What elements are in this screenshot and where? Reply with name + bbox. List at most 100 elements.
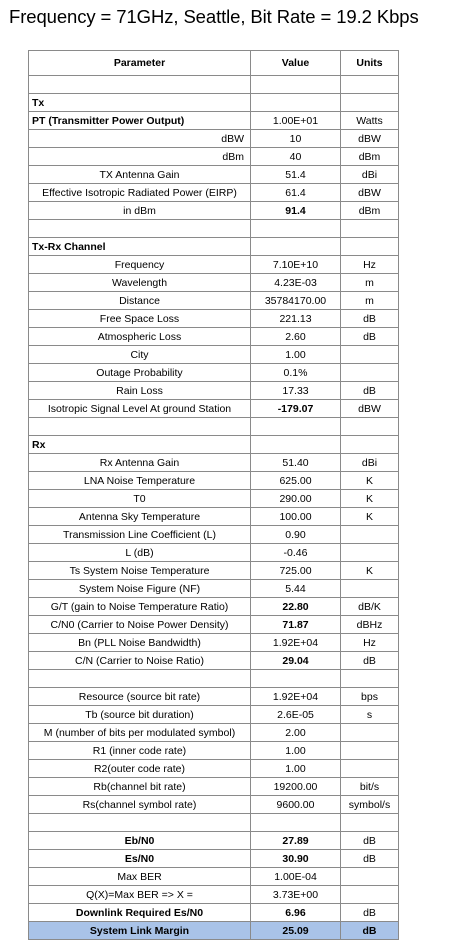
rx-row: Bn (PLL Noise Bandwidth) 1.92E+04 Hz (28, 633, 399, 652)
parameter-cell: Frequency (28, 255, 251, 274)
parameter-cell: Distance (28, 291, 251, 310)
units-cell (340, 525, 399, 544)
value-cell: 19200.00 (250, 777, 341, 796)
value-cell: 5.44 (250, 579, 341, 598)
tx-row: dBm 40 dBm (28, 147, 399, 166)
summary-row: Eb/N0 27.89 dB (28, 831, 399, 850)
parameter-cell: M (number of bits per modulated symbol) (28, 723, 251, 742)
summary-row: Es/N0 30.90 dB (28, 849, 399, 868)
value-cell: 1.00E-04 (250, 867, 341, 886)
value-cell: 2.6E-05 (250, 705, 341, 724)
parameter-cell: PT (Transmitter Power Output) (28, 111, 251, 130)
parameter-cell: Wavelength (28, 273, 251, 292)
parameter-cell: Free Space Loss (28, 309, 251, 328)
units-cell: K (340, 489, 399, 508)
units-cell: dBi (340, 165, 399, 184)
value-cell: 1.00E+01 (250, 111, 341, 130)
value-cell: 1.00 (250, 741, 341, 760)
rates-row: Resource (source bit rate) 1.92E+04 bps (28, 687, 399, 706)
units-cell: bps (340, 687, 399, 706)
value-cell: 221.13 (250, 309, 341, 328)
value-cell: 22.80 (250, 597, 341, 616)
value-cell: 91.4 (250, 201, 341, 220)
page-title: Frequency = 71GHz, Seattle, Bit Rate = 1… (9, 6, 419, 27)
units-cell: Hz (340, 255, 399, 274)
units-cell (340, 543, 399, 562)
header-units: Units (340, 50, 399, 76)
units-cell: dB (340, 831, 399, 850)
value-cell: 1.92E+04 (250, 633, 341, 652)
channel-row: Atmospheric Loss 2.60 dB (28, 327, 399, 346)
units-cell: dBm (340, 147, 399, 166)
parameter-cell: Antenna Sky Temperature (28, 507, 251, 526)
parameter-cell: Effective Isotropic Radiated Power (EIRP… (28, 183, 251, 202)
parameter-cell: Outage Probability (28, 363, 251, 382)
parameter-cell: R2(outer code rate) (28, 759, 251, 778)
parameter-cell: Atmospheric Loss (28, 327, 251, 346)
tx-section-label: Tx (28, 93, 251, 112)
value-cell: 30.90 (250, 849, 341, 868)
units-cell: dB (340, 651, 399, 670)
parameter-cell: Rs(channel symbol rate) (28, 795, 251, 814)
value-cell: 725.00 (250, 561, 341, 580)
value-cell: 10 (250, 129, 341, 148)
parameter-cell: TX Antenna Gain (28, 165, 251, 184)
channel-row: Outage Probability 0.1% (28, 363, 399, 382)
tx-row: dBW 10 dBW (28, 129, 399, 148)
value-cell: -179.07 (250, 399, 341, 418)
spacer-row (28, 417, 399, 436)
value-cell: 9600.00 (250, 795, 341, 814)
units-cell: m (340, 291, 399, 310)
units-cell: dB/K (340, 597, 399, 616)
rx-row: Ts System Noise Temperature 725.00 K (28, 561, 399, 580)
rx-row: Rx Antenna Gain 51.40 dBi (28, 453, 399, 472)
units-cell (340, 579, 399, 598)
units-cell: K (340, 561, 399, 580)
parameter-cell: City (28, 345, 251, 364)
summary-row: Downlink Required Es/N0 6.96 dB (28, 903, 399, 922)
parameter-cell: System Link Margin (28, 921, 251, 940)
rates-row: R1 (inner code rate) 1.00 (28, 741, 399, 760)
units-cell: Watts (340, 111, 399, 130)
units-cell: dBHz (340, 615, 399, 634)
parameter-cell: dBW (28, 129, 251, 148)
units-cell (340, 759, 399, 778)
value-cell: 35784170.00 (250, 291, 341, 310)
value-cell: 40 (250, 147, 341, 166)
channel-section-header: Tx-Rx Channel (28, 237, 399, 256)
parameter-cell: Rb(channel bit rate) (28, 777, 251, 796)
value-cell: 29.04 (250, 651, 341, 670)
parameter-cell: Rain Loss (28, 381, 251, 400)
value-cell: 1.00 (250, 759, 341, 778)
units-cell (340, 741, 399, 760)
table-body: Parameter Value Units Tx PT (Transmitter … (28, 50, 399, 940)
value-cell: 61.4 (250, 183, 341, 202)
value-cell: 625.00 (250, 471, 341, 490)
units-cell (340, 345, 399, 364)
header-row: Parameter Value Units (28, 50, 399, 76)
channel-row: Rain Loss 17.33 dB (28, 381, 399, 400)
tx-section-header: Tx (28, 93, 399, 112)
units-cell: dB (340, 327, 399, 346)
value-cell: 290.00 (250, 489, 341, 508)
value-cell: 71.87 (250, 615, 341, 634)
value-cell: 51.40 (250, 453, 341, 472)
value-cell: 27.89 (250, 831, 341, 850)
parameter-cell: in dBm (28, 201, 251, 220)
parameter-cell: Rx Antenna Gain (28, 453, 251, 472)
parameter-cell: Downlink Required Es/N0 (28, 903, 251, 922)
parameter-cell: Bn (PLL Noise Bandwidth) (28, 633, 251, 652)
spacer-row (28, 75, 399, 94)
spacer-row (28, 219, 399, 238)
channel-row: City 1.00 (28, 345, 399, 364)
tx-row: Effective Isotropic Radiated Power (EIRP… (28, 183, 399, 202)
parameter-cell: LNA Noise Temperature (28, 471, 251, 490)
parameter-cell: Ts System Noise Temperature (28, 561, 251, 580)
parameter-cell: Transmission Line Coefficient (L) (28, 525, 251, 544)
value-cell: 3.73E+00 (250, 885, 341, 904)
tx-row: PT (Transmitter Power Output) 1.00E+01 Wat… (28, 111, 399, 130)
rx-row: C/N0 (Carrier to Noise Power Density) 71.… (28, 615, 399, 634)
value-cell: 2.60 (250, 327, 341, 346)
units-cell: dB (340, 381, 399, 400)
rx-row: C/N (Carrier to Noise Ratio) 29.04 dB (28, 651, 399, 670)
